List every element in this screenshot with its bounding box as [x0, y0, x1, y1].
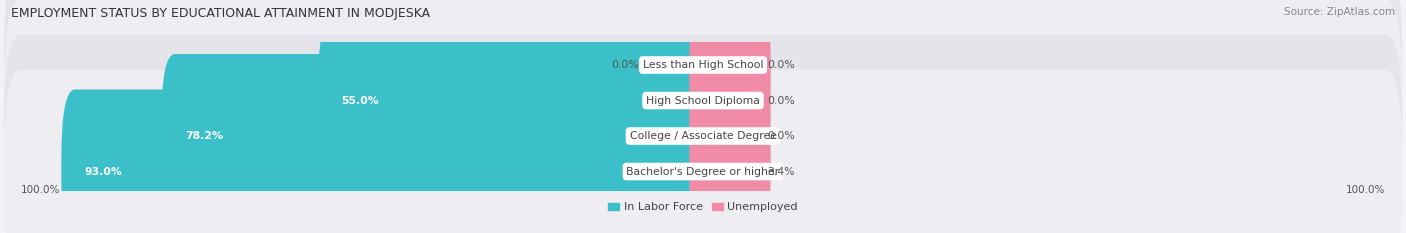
Text: College / Associate Degree: College / Associate Degree	[630, 131, 776, 141]
FancyBboxPatch shape	[4, 0, 1402, 167]
Text: 55.0%: 55.0%	[342, 96, 380, 106]
Text: 100.0%: 100.0%	[1346, 185, 1385, 195]
Text: Source: ZipAtlas.com: Source: ZipAtlas.com	[1284, 7, 1395, 17]
FancyBboxPatch shape	[636, 0, 717, 147]
Text: High School Diploma: High School Diploma	[647, 96, 759, 106]
Text: 100.0%: 100.0%	[21, 185, 60, 195]
Text: 78.2%: 78.2%	[186, 131, 224, 141]
FancyBboxPatch shape	[689, 54, 770, 218]
Text: 3.4%: 3.4%	[768, 167, 794, 177]
FancyBboxPatch shape	[4, 0, 1402, 202]
FancyBboxPatch shape	[689, 18, 770, 182]
FancyBboxPatch shape	[62, 89, 717, 233]
Text: 93.0%: 93.0%	[84, 167, 122, 177]
FancyBboxPatch shape	[4, 70, 1402, 233]
FancyBboxPatch shape	[4, 34, 1402, 233]
Text: 0.0%: 0.0%	[768, 131, 794, 141]
Text: Less than High School: Less than High School	[643, 60, 763, 70]
Text: 0.0%: 0.0%	[768, 60, 794, 70]
FancyBboxPatch shape	[318, 18, 717, 182]
Legend: In Labor Force, Unemployed: In Labor Force, Unemployed	[609, 202, 797, 212]
FancyBboxPatch shape	[689, 0, 770, 147]
Text: 0.0%: 0.0%	[768, 96, 794, 106]
Text: EMPLOYMENT STATUS BY EDUCATIONAL ATTAINMENT IN MODJESKA: EMPLOYMENT STATUS BY EDUCATIONAL ATTAINM…	[11, 7, 430, 20]
FancyBboxPatch shape	[689, 89, 770, 233]
Text: 0.0%: 0.0%	[612, 60, 638, 70]
Text: Bachelor's Degree or higher: Bachelor's Degree or higher	[627, 167, 779, 177]
FancyBboxPatch shape	[162, 54, 717, 218]
